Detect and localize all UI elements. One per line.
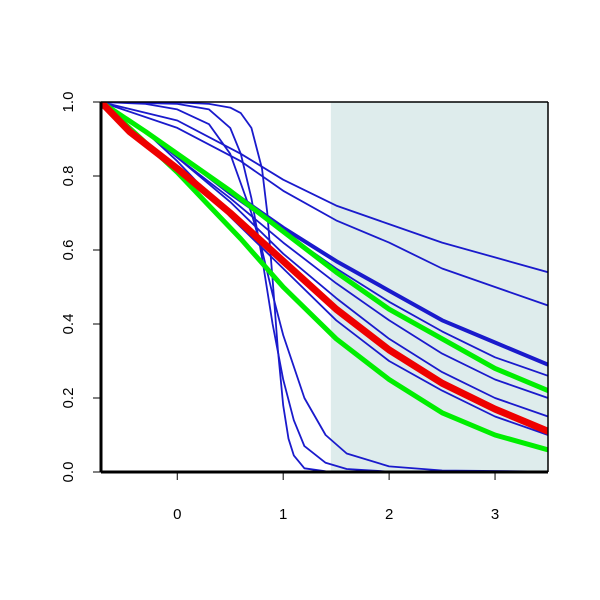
- series-line-9: [101, 102, 548, 472]
- series-line-2: [101, 102, 548, 307]
- y-tick-label: 0.2: [60, 388, 77, 409]
- series-layer: [101, 102, 548, 472]
- y-tick-label: 0.6: [60, 240, 77, 261]
- series-line-1: [101, 102, 548, 274]
- x-tick-label: 3: [491, 506, 499, 523]
- y-tick-label: 0.0: [60, 462, 77, 483]
- y-tick-label: 1.0: [60, 92, 77, 113]
- axes-layer: 0 1 2 3 0.0 0.2 0.4 0.6 0.8 1.0: [60, 92, 549, 523]
- series-line-13: [101, 102, 548, 435]
- x-tick-label: 1: [279, 506, 287, 523]
- y-tick-label: 0.8: [60, 166, 77, 187]
- x-tick-label: 2: [385, 506, 393, 523]
- series-line-11: [101, 102, 548, 394]
- series-line-8: [101, 102, 548, 472]
- series-line-7: [101, 102, 548, 436]
- x-tick-label: 0: [173, 506, 181, 523]
- y-tick-label: 0.4: [60, 314, 77, 335]
